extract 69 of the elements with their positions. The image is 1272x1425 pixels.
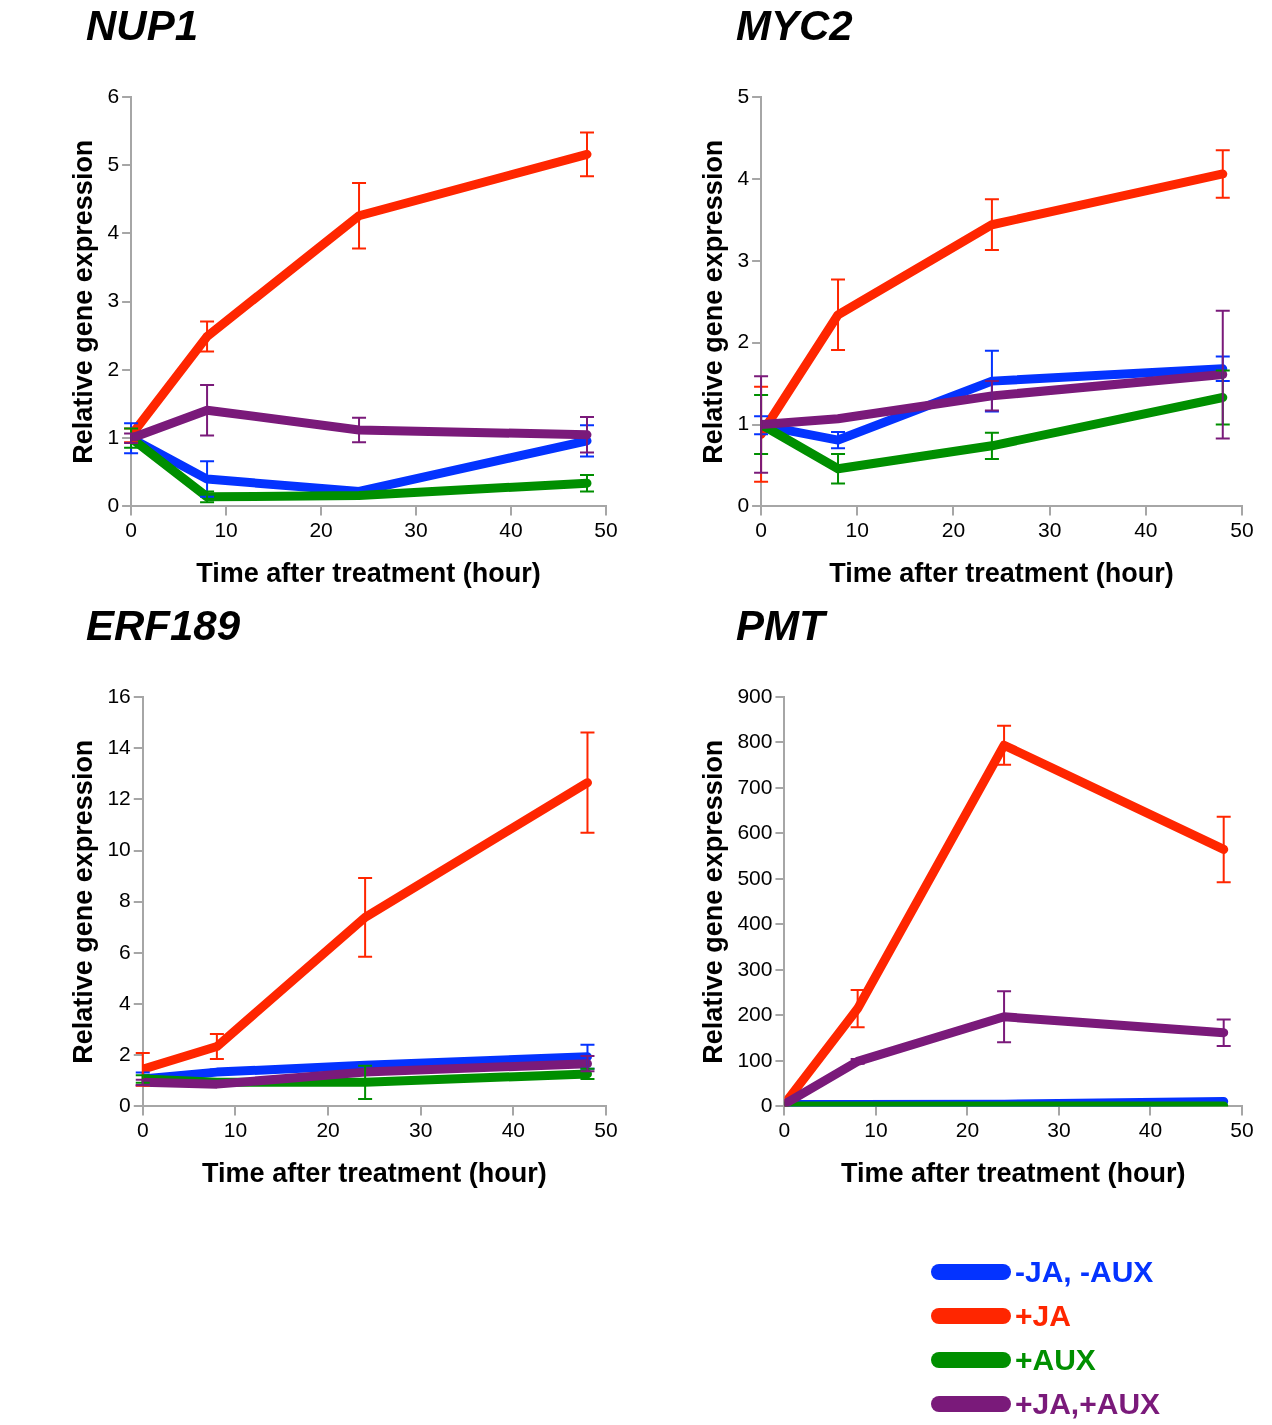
legend-label: -JA, -AUX: [1015, 1255, 1154, 1289]
x-axis-title: Time after treatment (hour): [196, 558, 541, 589]
x-tick-label: 10: [864, 1117, 888, 1141]
x-tick-label: 40: [1134, 517, 1158, 541]
y-tick-label: 10: [107, 837, 131, 861]
chart-title: ERF189: [86, 602, 241, 650]
chart-title: MYC2: [736, 2, 853, 50]
y-tick-label: 500: [737, 865, 773, 889]
y-tick-label: 2: [107, 356, 120, 380]
x-tick-label: 50: [1230, 517, 1254, 541]
x-tick-label: 40: [499, 517, 523, 541]
x-tick-label: 50: [1230, 1117, 1254, 1141]
y-tick-label: 5: [737, 83, 750, 107]
legend-label: +AUX: [1015, 1343, 1096, 1377]
x-tick-label: 20: [941, 517, 966, 541]
x-tick-label: 20: [309, 517, 333, 541]
y-tick-label: 16: [107, 683, 131, 707]
x-tick-label: 30: [409, 1117, 433, 1141]
y-tick-label: 1: [737, 411, 750, 435]
y-tick-label: 14: [107, 734, 132, 758]
x-tick-label: 10: [845, 517, 869, 541]
y-tick-label: 3: [107, 288, 120, 312]
y-tick-label: 2: [119, 1042, 131, 1066]
x-tick-label: 20: [955, 1117, 980, 1141]
x-tick-label: 50: [594, 517, 618, 541]
legend-label: +JA,+AUX: [1015, 1387, 1161, 1421]
x-tick-label: 10: [223, 1117, 248, 1141]
x-tick-label: 0: [778, 1117, 791, 1141]
chart-title: NUP1: [86, 2, 199, 50]
y-tick-label: 200: [737, 1002, 773, 1026]
x-tick-label: 30: [1047, 1117, 1071, 1141]
y-axis-title: Relative gene expression: [697, 739, 728, 1064]
x-axis-title: Time after treatment (hour): [829, 558, 1174, 589]
y-tick-label: 0: [737, 493, 750, 517]
y-tick-label: 0: [119, 1093, 131, 1117]
y-tick-label: 2: [737, 329, 750, 353]
y-tick-label: 0: [107, 493, 120, 517]
y-tick-label: 6: [107, 83, 120, 107]
y-tick-label: 1: [107, 424, 120, 448]
x-tick-label: 10: [214, 517, 238, 541]
y-tick-label: 300: [737, 956, 773, 980]
y-tick-label: 0: [760, 1093, 773, 1117]
x-tick-label: 30: [1037, 517, 1062, 541]
x-axis-title: Time after treatment (hour): [202, 1158, 547, 1189]
y-axis-title: Relative gene expression: [697, 139, 728, 464]
x-tick-label: 30: [404, 517, 428, 541]
y-tick-label: 800: [737, 729, 773, 753]
y-tick-label: 100: [737, 1047, 773, 1071]
y-tick-label: 3: [737, 247, 750, 271]
y-axis-title: Relative gene expression: [67, 739, 98, 1064]
y-axis-title: Relative gene expression: [67, 139, 98, 464]
y-tick-label: 400: [737, 911, 773, 935]
y-tick-label: 6: [119, 939, 131, 963]
x-tick-label: 40: [1138, 1117, 1163, 1141]
y-tick-label: 4: [119, 990, 132, 1014]
legend-label: +JA: [1015, 1299, 1071, 1333]
y-tick-label: 900: [737, 683, 773, 707]
x-axis-title: Time after treatment (hour): [840, 1158, 1186, 1189]
x-tick-label: 50: [594, 1117, 618, 1141]
y-tick-label: 8: [119, 888, 131, 912]
x-tick-label: 20: [316, 1117, 340, 1141]
x-tick-label: 40: [501, 1117, 526, 1141]
y-tick-label: 5: [107, 152, 120, 176]
y-tick-label: 600: [737, 820, 773, 844]
y-tick-label: 4: [107, 220, 120, 244]
y-tick-label: 12: [107, 786, 131, 810]
y-tick-label: 700: [737, 774, 773, 798]
x-tick-label: 0: [136, 1117, 149, 1141]
y-tick-label: 4: [737, 165, 750, 189]
